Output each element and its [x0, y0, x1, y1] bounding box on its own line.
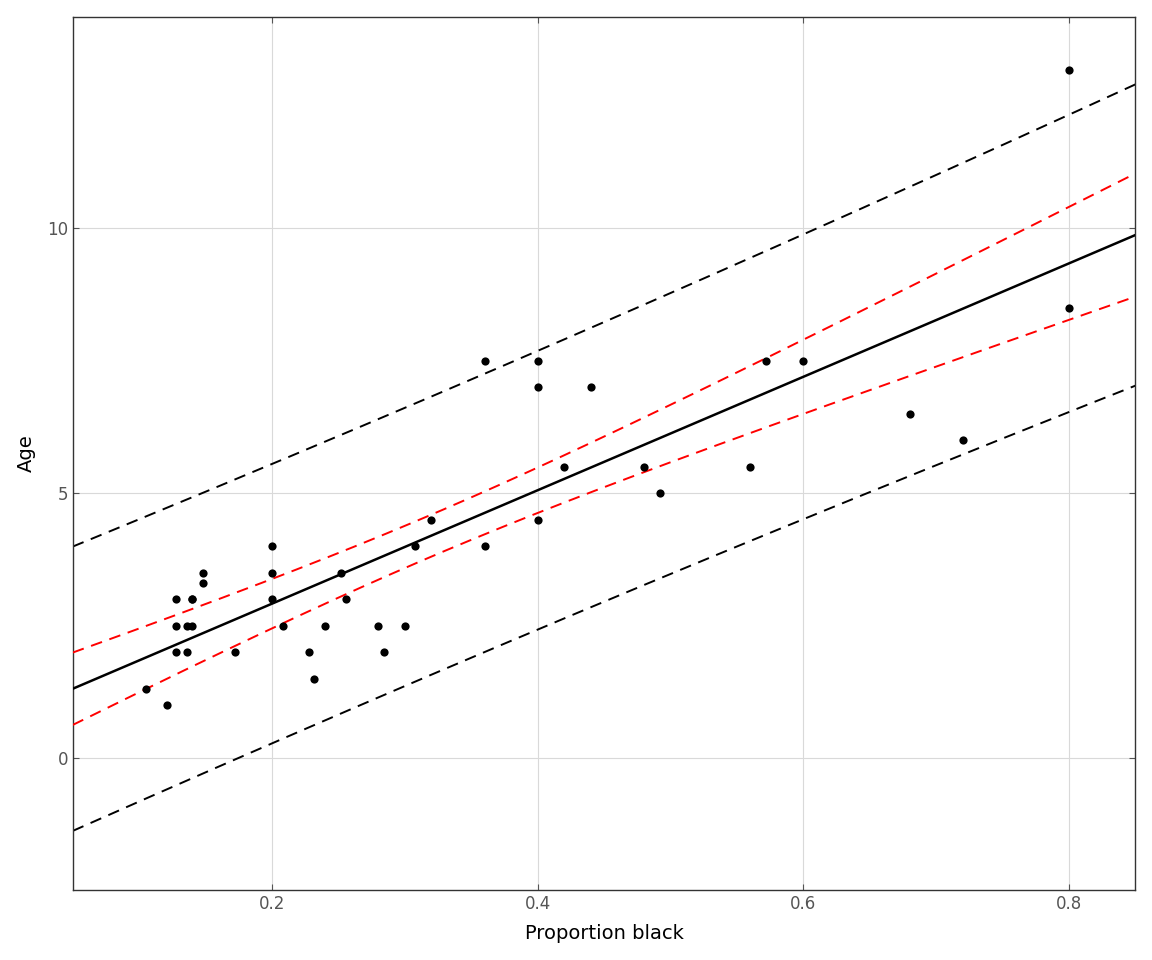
Point	[476, 539, 494, 554]
Point	[194, 565, 212, 581]
Point	[422, 512, 440, 527]
Point	[167, 591, 185, 607]
Point	[635, 459, 653, 474]
Point	[794, 353, 812, 369]
Point	[263, 539, 281, 554]
Point	[273, 618, 291, 634]
Point	[741, 459, 759, 474]
Point	[529, 379, 547, 395]
Point	[158, 697, 176, 712]
Point	[555, 459, 574, 474]
Point	[263, 565, 281, 581]
Point	[395, 618, 414, 634]
Point	[300, 644, 318, 660]
Point	[582, 379, 600, 395]
Point	[374, 644, 393, 660]
Point	[183, 618, 202, 634]
Point	[305, 671, 324, 686]
Point	[177, 644, 196, 660]
Point	[529, 353, 547, 369]
Point	[651, 486, 669, 501]
Point	[954, 433, 972, 448]
Point	[226, 644, 244, 660]
Point	[177, 618, 196, 634]
Point	[901, 406, 919, 421]
Point	[407, 539, 425, 554]
Point	[338, 591, 356, 607]
Point	[529, 512, 547, 527]
Point	[757, 353, 775, 369]
Point	[194, 576, 212, 591]
Point	[263, 591, 281, 607]
Point	[167, 618, 185, 634]
Point	[183, 591, 202, 607]
Point	[137, 682, 156, 697]
Point	[183, 591, 202, 607]
Point	[369, 618, 387, 634]
Point	[332, 565, 350, 581]
X-axis label: Proportion black: Proportion black	[524, 924, 683, 944]
Point	[316, 618, 334, 634]
Point	[167, 644, 185, 660]
Y-axis label: Age: Age	[16, 435, 36, 472]
Point	[1060, 300, 1078, 316]
Point	[476, 353, 494, 369]
Point	[1060, 62, 1078, 78]
